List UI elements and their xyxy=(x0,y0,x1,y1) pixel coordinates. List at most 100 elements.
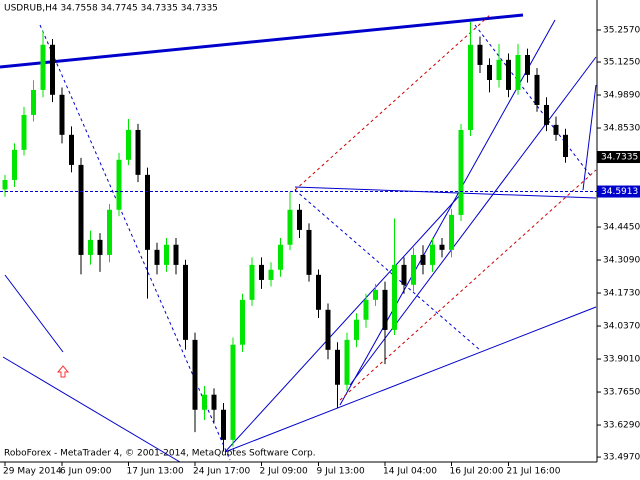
candle-body xyxy=(31,89,36,115)
candle-body xyxy=(221,409,226,440)
trend-line xyxy=(224,194,461,453)
y-tick-label: 34.9890 xyxy=(603,91,640,101)
trend-line xyxy=(582,84,597,191)
candle-body xyxy=(458,129,464,215)
candle-body xyxy=(525,54,530,75)
candle-body xyxy=(468,44,473,130)
x-tick-label: 29 May 2014 xyxy=(3,467,62,477)
candle-body xyxy=(534,74,540,105)
candle-body xyxy=(544,104,549,125)
candle-body xyxy=(382,289,388,330)
candle-body xyxy=(107,209,112,255)
channel-line xyxy=(294,14,491,191)
candle-body xyxy=(316,274,321,310)
trend-line xyxy=(294,186,597,199)
trend-line xyxy=(224,306,597,453)
candle-body xyxy=(449,214,454,250)
candle-body xyxy=(287,209,293,245)
candle-body xyxy=(297,209,302,230)
price-marker-label: 34.7335 xyxy=(601,153,638,163)
y-tick-label: 34.3090 xyxy=(603,256,640,266)
channel-line xyxy=(474,24,591,176)
candle-body xyxy=(344,339,350,385)
x-tick-label: 6 Jun 09:00 xyxy=(60,467,112,477)
candle-body xyxy=(230,344,236,440)
candle-body xyxy=(411,254,416,285)
candle-body xyxy=(430,244,435,265)
y-tick-label: 34.8530 xyxy=(603,124,640,134)
chart-title: USDRUB,H4 34.7558 34.7745 34.7335 34.733… xyxy=(4,4,218,14)
x-tick-label: 14 Jul 04:00 xyxy=(383,467,437,477)
candle-body xyxy=(69,134,74,165)
y-tick-label: 34.1730 xyxy=(603,289,640,299)
candle-body xyxy=(325,309,331,350)
trend-line xyxy=(0,13,524,69)
x-tick-label: 9 Jul 13:00 xyxy=(317,467,366,477)
candle-body xyxy=(21,114,27,150)
plot-area xyxy=(2,21,568,452)
y-tick-label: 33.4970 xyxy=(603,453,640,463)
candle-body xyxy=(2,179,8,190)
candle-body xyxy=(173,244,179,265)
candle-body xyxy=(354,319,359,340)
x-tick-label: 2 Jul 09:00 xyxy=(260,467,309,477)
candle-body xyxy=(88,239,93,255)
candle-body xyxy=(97,239,103,255)
candle-body xyxy=(50,44,55,95)
candle-body xyxy=(135,129,141,175)
y-tick-label: 33.7650 xyxy=(603,388,640,398)
candle-body xyxy=(126,129,131,160)
candle-body xyxy=(506,59,511,90)
candle-body xyxy=(40,44,46,90)
trend-line xyxy=(349,56,597,386)
candle-body xyxy=(145,174,150,250)
candle-body xyxy=(392,264,397,330)
candle-body xyxy=(268,269,274,280)
price-marker-box xyxy=(597,185,640,198)
analysis-drawings xyxy=(0,13,597,463)
y-tick-label: 35.2570 xyxy=(603,25,640,35)
candle-body xyxy=(78,164,84,255)
candle-body xyxy=(192,339,198,410)
x-tick-label: 16 Jul 20:00 xyxy=(450,467,504,477)
candle-body xyxy=(202,394,207,410)
candle-body xyxy=(116,159,122,210)
candle-body xyxy=(439,244,445,250)
candle-body xyxy=(154,249,160,265)
candle-body xyxy=(59,94,65,135)
candle-body xyxy=(420,254,426,265)
candle-body xyxy=(477,44,483,65)
y-tick-label: 33.6290 xyxy=(603,421,640,431)
x-tick-label: 24 Jun 17:00 xyxy=(193,467,250,477)
candle-body xyxy=(496,59,502,80)
trend-line xyxy=(2,356,181,463)
y-tick-label: 35.1250 xyxy=(603,58,640,68)
x-tick-label: 21 Jul 16:00 xyxy=(507,467,561,477)
candle-body xyxy=(240,299,245,345)
channel-line xyxy=(294,189,481,351)
candle-body xyxy=(487,64,492,80)
candle-body xyxy=(211,394,217,410)
up-arrow xyxy=(56,365,70,378)
candle-body xyxy=(278,244,283,270)
candle-body xyxy=(164,244,169,265)
price-marker-label: 34.5913 xyxy=(601,187,638,197)
candle-body xyxy=(515,54,521,90)
candle-body xyxy=(553,124,559,135)
candle-body xyxy=(563,134,568,158)
price-marker-box xyxy=(597,151,640,164)
y-tick-label: 34.4450 xyxy=(603,223,640,233)
copyright: RoboForex - MetaTrader 4, © 2001-2014, M… xyxy=(4,449,316,459)
candle-body xyxy=(12,149,17,180)
candle-body xyxy=(335,349,340,385)
channel-line xyxy=(39,24,231,461)
candle-body xyxy=(259,264,264,280)
candle-body xyxy=(306,229,312,275)
candle-body xyxy=(363,299,369,320)
candle-body xyxy=(183,264,188,340)
y-tick-label: 33.9010 xyxy=(603,355,640,365)
y-tick-label: 34.0370 xyxy=(603,322,640,332)
candle-body xyxy=(373,289,378,300)
